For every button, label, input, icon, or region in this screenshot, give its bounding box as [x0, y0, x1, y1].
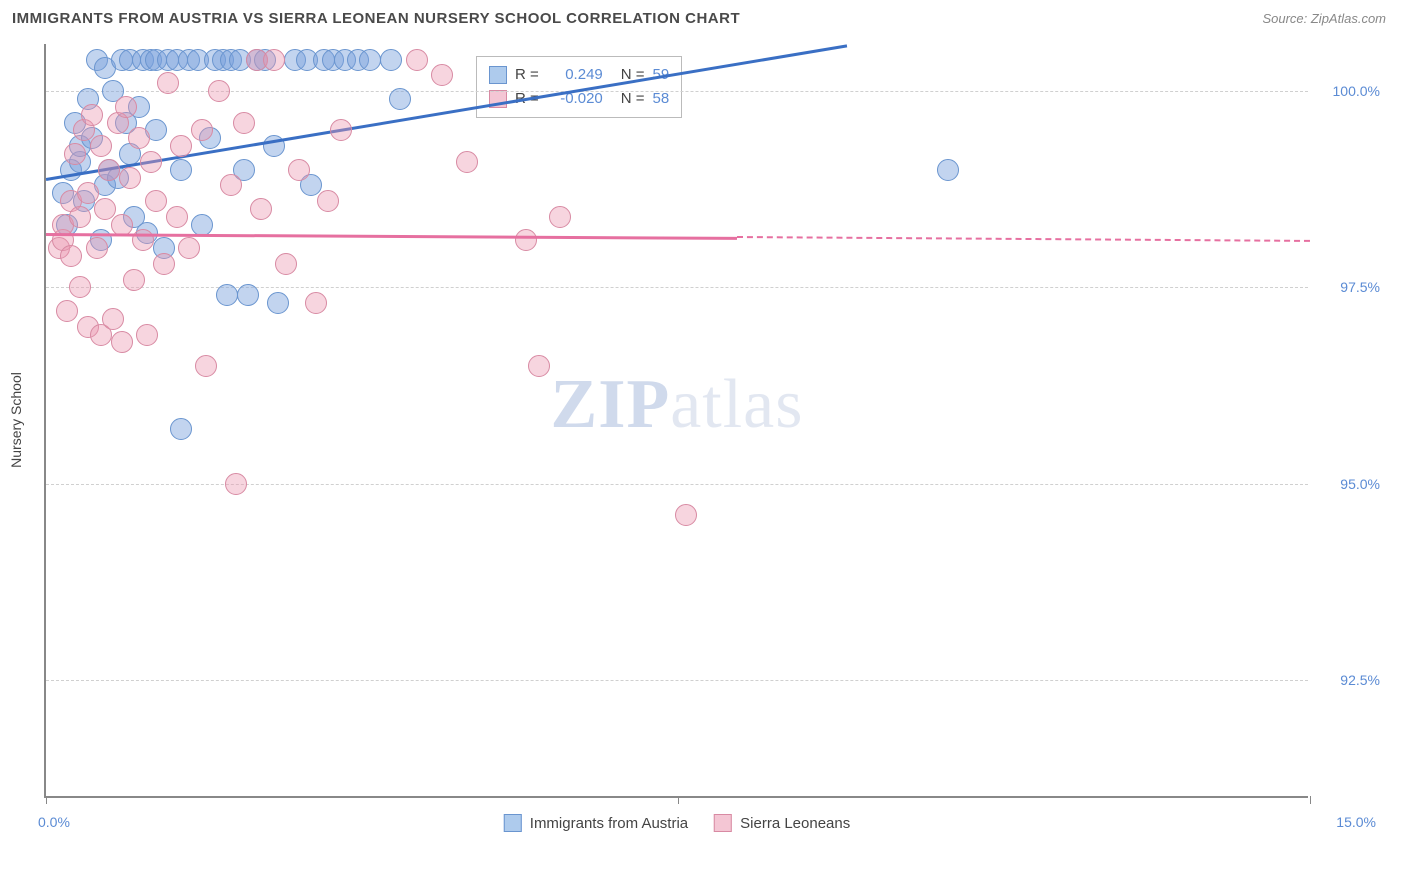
data-point [250, 198, 272, 220]
data-point [119, 167, 141, 189]
data-point [937, 159, 959, 181]
data-point [233, 112, 255, 134]
correlation-legend: R =0.249N = 59R =-0.020N = 58 [476, 56, 682, 118]
data-point [153, 253, 175, 275]
y-axis-label: Nursery School [8, 372, 24, 468]
data-point [330, 119, 352, 141]
chart-container: Nursery School 0.0% 15.0% ZIPatlas R =0.… [44, 44, 1384, 834]
data-point [170, 159, 192, 181]
data-point [195, 355, 217, 377]
series-legend: Immigrants from Austria Sierra Leoneans [504, 814, 850, 832]
data-point [305, 292, 327, 314]
data-point [406, 49, 428, 71]
data-point [216, 284, 238, 306]
data-point [145, 190, 167, 212]
legend-swatch [489, 66, 507, 84]
source-attribution: Source: ZipAtlas.com [1262, 11, 1386, 26]
data-point [208, 80, 230, 102]
data-point [111, 331, 133, 353]
data-point [157, 72, 179, 94]
data-point [675, 504, 697, 526]
chart-title: IMMIGRANTS FROM AUSTRIA VS SIERRA LEONEA… [12, 10, 740, 27]
data-point [456, 151, 478, 173]
y-tick-label: 97.5% [1316, 279, 1380, 295]
data-point [359, 49, 381, 71]
data-point [123, 269, 145, 291]
watermark: ZIPatlas [551, 365, 804, 445]
data-point [115, 96, 137, 118]
legend-item: Immigrants from Austria [504, 814, 688, 832]
data-point [81, 104, 103, 126]
data-point [237, 284, 259, 306]
data-point [389, 88, 411, 110]
y-tick-label: 92.5% [1316, 672, 1380, 688]
data-point [86, 237, 108, 259]
data-point [111, 214, 133, 236]
legend-item: Sierra Leoneans [714, 814, 850, 832]
data-point [275, 253, 297, 275]
legend-swatch [504, 814, 522, 832]
data-point [380, 49, 402, 71]
data-point [69, 276, 91, 298]
data-point [515, 229, 537, 251]
legend-label: Immigrants from Austria [530, 815, 688, 832]
x-axis-min-label: 0.0% [38, 814, 70, 830]
data-point [98, 159, 120, 181]
data-point [549, 206, 571, 228]
gridline [46, 91, 1308, 92]
data-point [64, 143, 86, 165]
y-tick-label: 100.0% [1316, 83, 1380, 99]
data-point [170, 418, 192, 440]
data-point [288, 159, 310, 181]
data-point [191, 119, 213, 141]
x-tick [46, 796, 47, 804]
data-point [69, 206, 91, 228]
plot-area: Nursery School 0.0% 15.0% ZIPatlas R =0.… [44, 44, 1308, 798]
data-point [431, 64, 453, 86]
legend-label: Sierra Leoneans [740, 815, 850, 832]
data-point [166, 206, 188, 228]
data-point [140, 151, 162, 173]
data-point [136, 324, 158, 346]
legend-swatch [714, 814, 732, 832]
data-point [191, 214, 213, 236]
data-point [263, 49, 285, 71]
data-point [317, 190, 339, 212]
data-point [225, 473, 247, 495]
data-point [178, 237, 200, 259]
x-tick [678, 796, 679, 804]
data-point [60, 245, 82, 267]
legend-row: R =0.249N = 59 [489, 63, 669, 87]
data-point [267, 292, 289, 314]
x-tick [1310, 796, 1311, 804]
trend-line [737, 236, 1310, 242]
y-tick-label: 95.0% [1316, 476, 1380, 492]
data-point [220, 174, 242, 196]
x-axis-max-label: 15.0% [1336, 814, 1376, 830]
data-point [56, 300, 78, 322]
data-point [170, 135, 192, 157]
gridline [46, 680, 1308, 681]
data-point [90, 135, 112, 157]
data-point [102, 308, 124, 330]
data-point [128, 127, 150, 149]
data-point [528, 355, 550, 377]
